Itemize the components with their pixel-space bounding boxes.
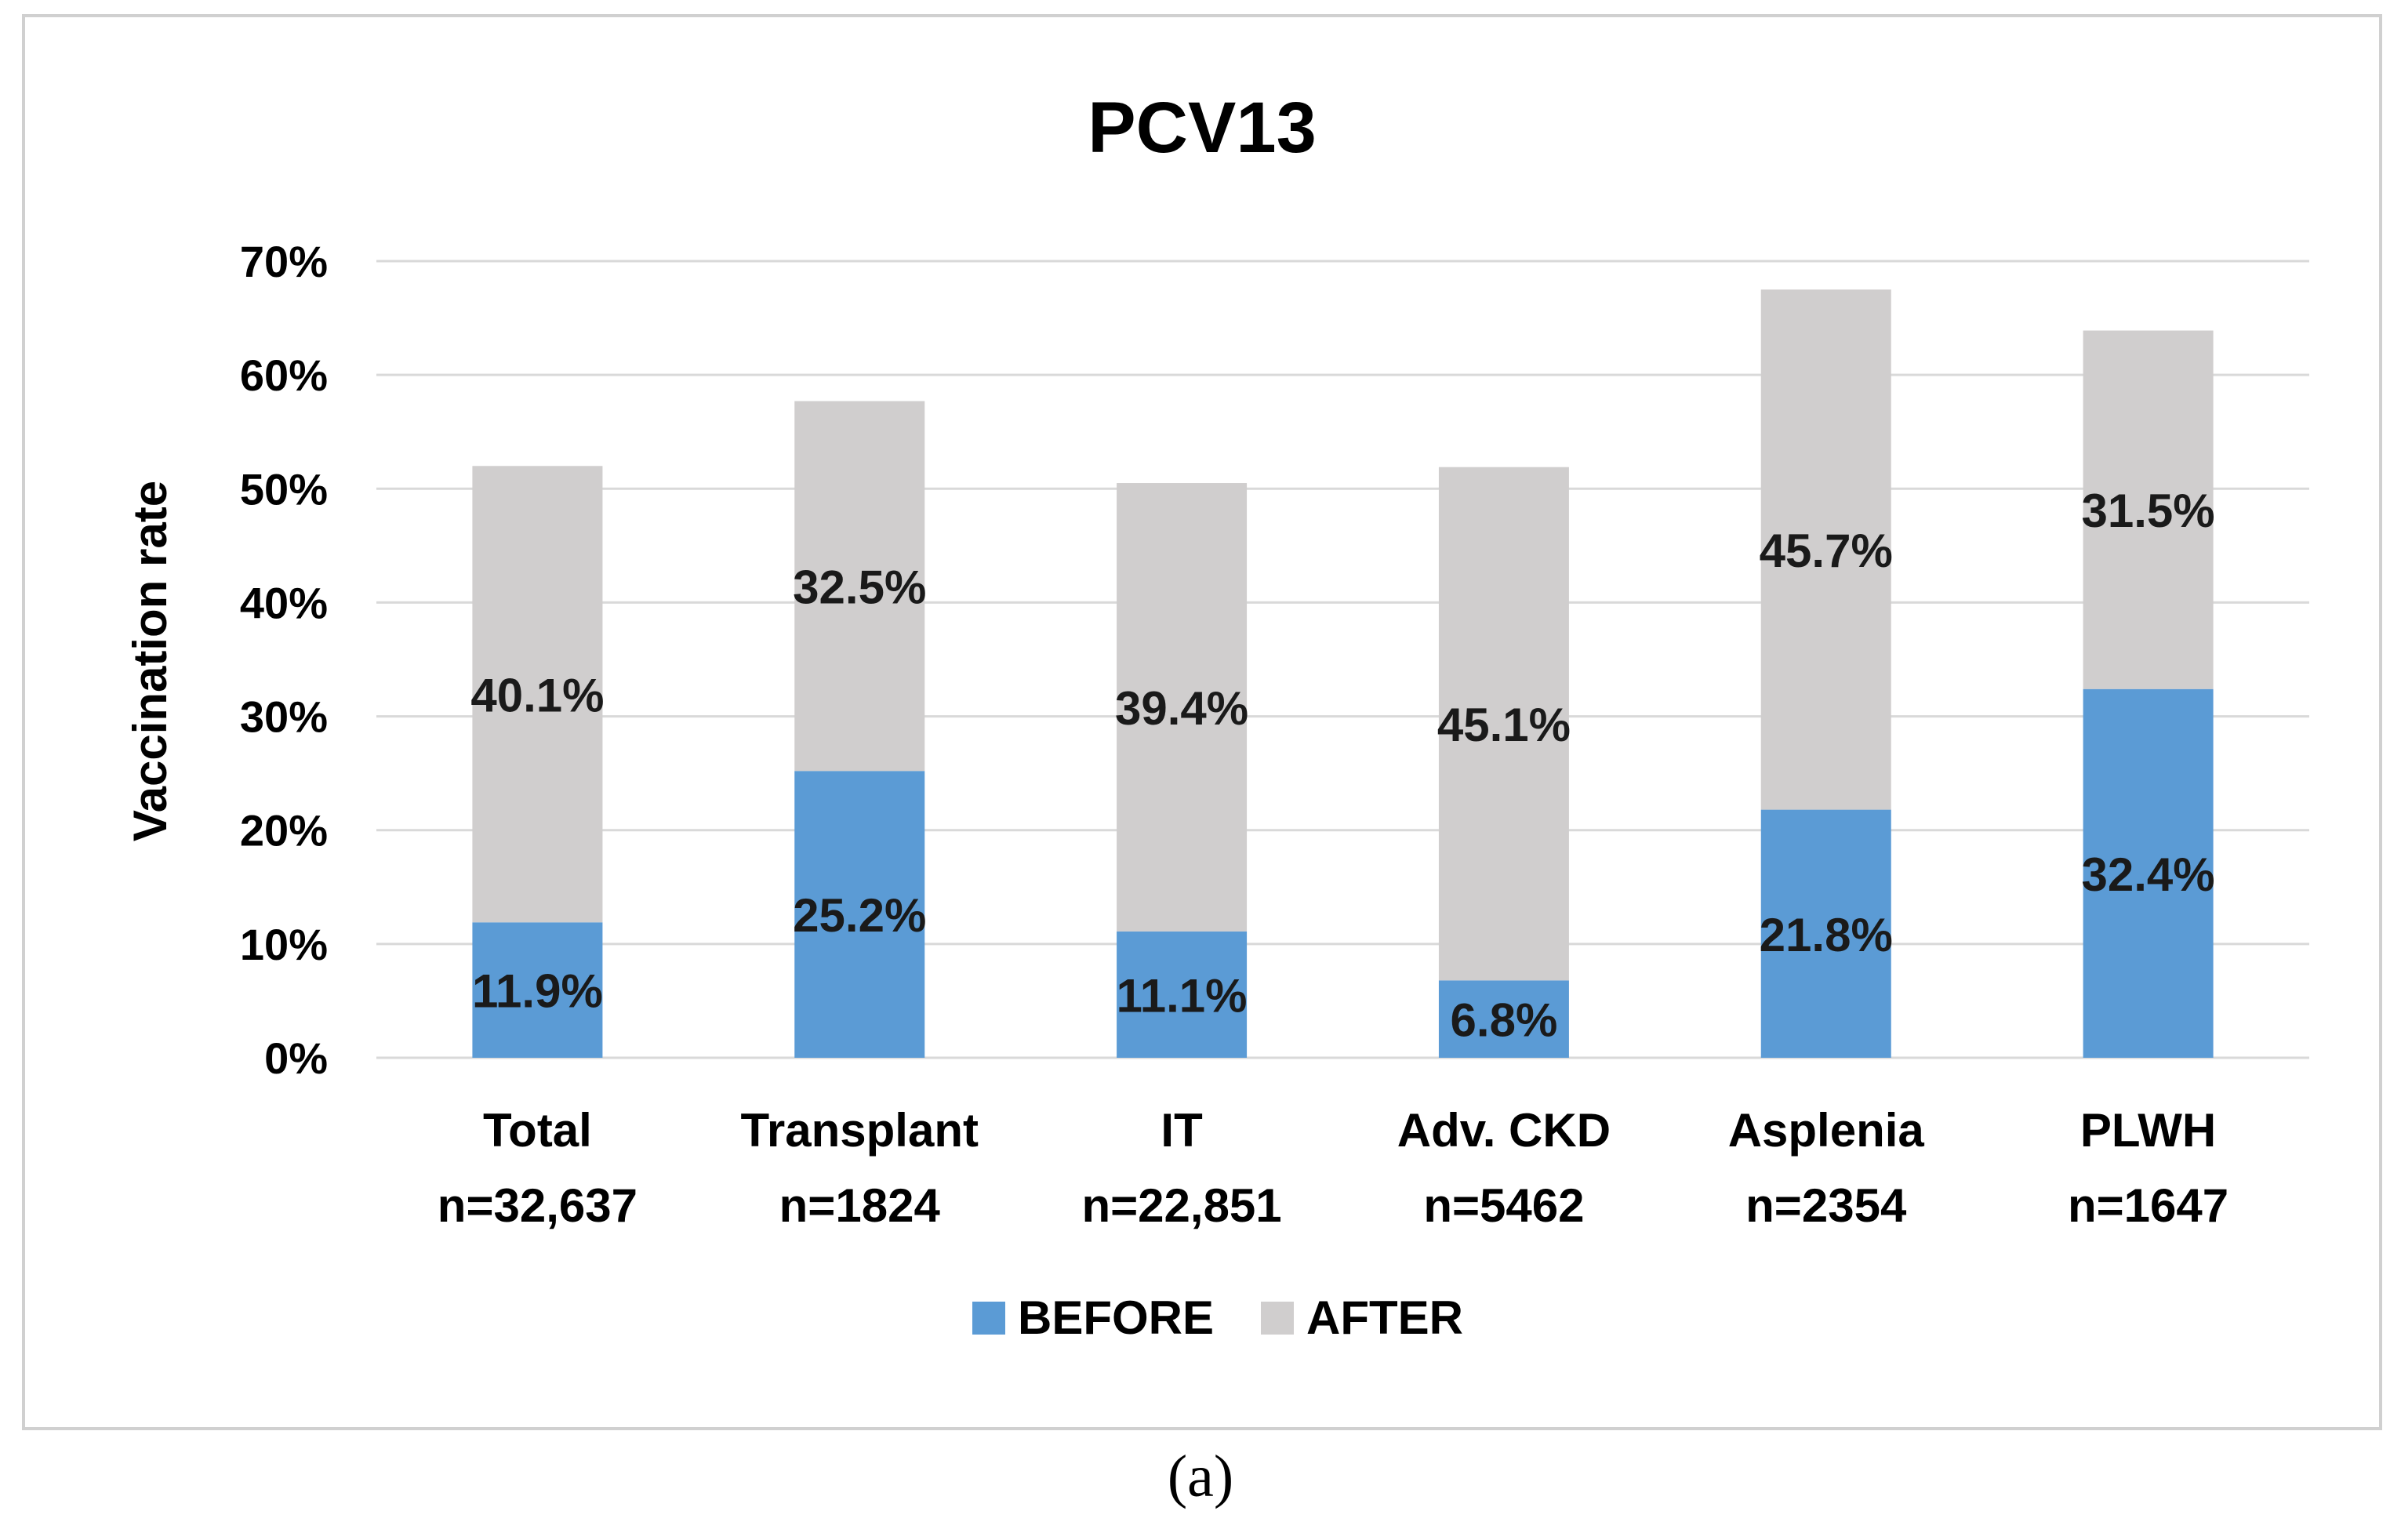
y-tick-label: 0% xyxy=(264,1033,328,1083)
chart-title: PCV13 xyxy=(1088,88,1317,168)
data-label-before-1: 25.2% xyxy=(793,889,926,942)
legend-label-before: BEFORE xyxy=(1018,1291,1214,1344)
category-label: Transplant xyxy=(741,1104,979,1157)
bar-after-3 xyxy=(1438,467,1569,981)
category-count: n=5462 xyxy=(1423,1179,1584,1232)
category-count: n=2354 xyxy=(1745,1179,1907,1232)
data-label-after-3: 45.1% xyxy=(1437,699,1571,751)
category-count: n=22,851 xyxy=(1081,1179,1281,1232)
data-label-before-5: 32.4% xyxy=(2082,848,2215,901)
legend-swatch-before xyxy=(972,1302,1005,1335)
x-axis-categories: Total n=32,637 Transplant n=1824 IT n=22,851 A… xyxy=(438,1104,2228,1232)
bar-before-3 xyxy=(1438,980,1569,1058)
category-label: Adv. CKD xyxy=(1397,1104,1611,1157)
bar-after-0 xyxy=(472,466,603,923)
y-tick-label: 10% xyxy=(240,920,328,969)
category-count: n=32,637 xyxy=(438,1179,637,1232)
category-count: n=1647 xyxy=(2068,1179,2228,1232)
data-label-after-4: 45.7% xyxy=(1760,525,1893,577)
bar-before-5 xyxy=(2083,688,2214,1058)
y-tick-label: 40% xyxy=(240,578,328,627)
data-label-before-0: 11.9% xyxy=(472,965,603,1018)
category-count: n=1824 xyxy=(779,1179,941,1232)
legend-swatch-after xyxy=(1261,1302,1294,1335)
bar-before-2 xyxy=(1117,931,1248,1058)
data-label-after-1: 32.5% xyxy=(793,561,926,613)
bar-after-5 xyxy=(2083,330,2214,689)
legend-label-after: AFTER xyxy=(1306,1291,1463,1344)
bar-after-1 xyxy=(794,401,925,772)
bar-before-0 xyxy=(472,922,603,1058)
y-tick-label: 60% xyxy=(240,350,328,400)
data-label-before-3: 6.8% xyxy=(1451,994,1558,1047)
data-label-after-2: 39.4% xyxy=(1115,682,1248,735)
bar-after-2 xyxy=(1117,483,1248,932)
figure-caption: (a) xyxy=(1167,1444,1234,1509)
y-axis-title: Vaccination rate xyxy=(124,481,176,841)
y-axis-ticks: 0% 10% 20% 30% 40% 50% 60% 70% xyxy=(240,237,328,1083)
bar-after-4 xyxy=(1760,289,1891,810)
bar-before-4 xyxy=(1760,809,1891,1058)
data-label-after-5: 31.5% xyxy=(2082,485,2215,537)
data-labels: 11.9% 40.1% 25.2% 32.5% 11.1% 39.4% 6.8% 45.1% 2… xyxy=(470,485,2214,1047)
y-tick-label: 30% xyxy=(240,692,328,742)
y-tick-label: 70% xyxy=(240,237,328,286)
bars xyxy=(472,289,2214,1058)
data-label-after-0: 40.1% xyxy=(470,669,604,721)
gridlines xyxy=(376,260,2309,1059)
y-tick-label: 50% xyxy=(240,464,328,514)
category-label: PLWH xyxy=(2080,1104,2216,1157)
data-label-before-2: 11.1% xyxy=(1117,969,1248,1022)
legend: BEFORE AFTER xyxy=(972,1291,1463,1344)
bar-before-1 xyxy=(794,771,925,1058)
category-label: Total xyxy=(483,1104,592,1157)
category-label: IT xyxy=(1161,1104,1202,1157)
y-tick-label: 20% xyxy=(240,806,328,855)
data-label-before-4: 21.8% xyxy=(1760,909,1893,961)
category-label: Asplenia xyxy=(1728,1104,1925,1157)
